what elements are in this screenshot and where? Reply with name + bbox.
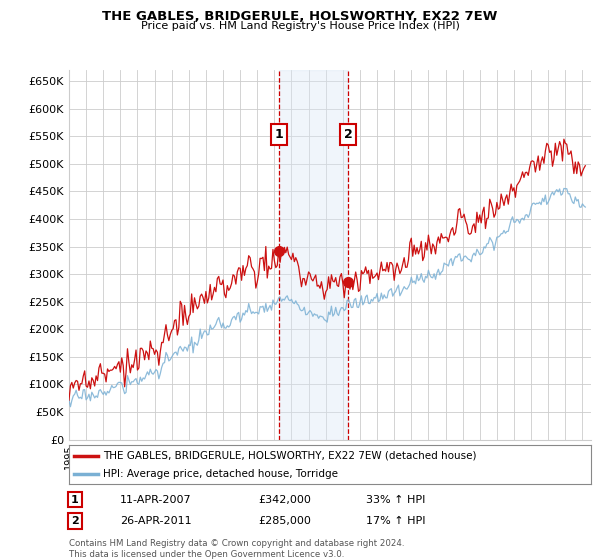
Text: 11-APR-2007: 11-APR-2007 <box>120 494 191 505</box>
Text: 1: 1 <box>275 128 283 141</box>
Text: £285,000: £285,000 <box>258 516 311 526</box>
Text: Contains HM Land Registry data © Crown copyright and database right 2024.
This d: Contains HM Land Registry data © Crown c… <box>69 539 404 559</box>
Text: 26-APR-2011: 26-APR-2011 <box>120 516 191 526</box>
Text: 1: 1 <box>71 494 79 505</box>
Bar <box>279 70 349 440</box>
Text: 2: 2 <box>344 128 353 141</box>
Text: 2: 2 <box>71 516 79 526</box>
Text: THE GABLES, BRIDGERULE, HOLSWORTHY, EX22 7EW (detached house): THE GABLES, BRIDGERULE, HOLSWORTHY, EX22… <box>103 451 476 461</box>
Text: £342,000: £342,000 <box>258 494 311 505</box>
Text: 33% ↑ HPI: 33% ↑ HPI <box>366 494 425 505</box>
Text: 17% ↑ HPI: 17% ↑ HPI <box>366 516 425 526</box>
Text: HPI: Average price, detached house, Torridge: HPI: Average price, detached house, Torr… <box>103 469 338 479</box>
Text: THE GABLES, BRIDGERULE, HOLSWORTHY, EX22 7EW: THE GABLES, BRIDGERULE, HOLSWORTHY, EX22… <box>103 10 497 22</box>
Text: Price paid vs. HM Land Registry's House Price Index (HPI): Price paid vs. HM Land Registry's House … <box>140 21 460 31</box>
